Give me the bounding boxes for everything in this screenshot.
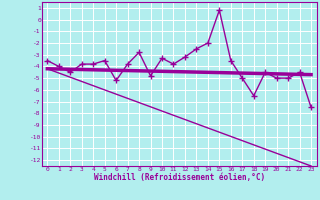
X-axis label: Windchill (Refroidissement éolien,°C): Windchill (Refroidissement éolien,°C) (94, 173, 265, 182)
